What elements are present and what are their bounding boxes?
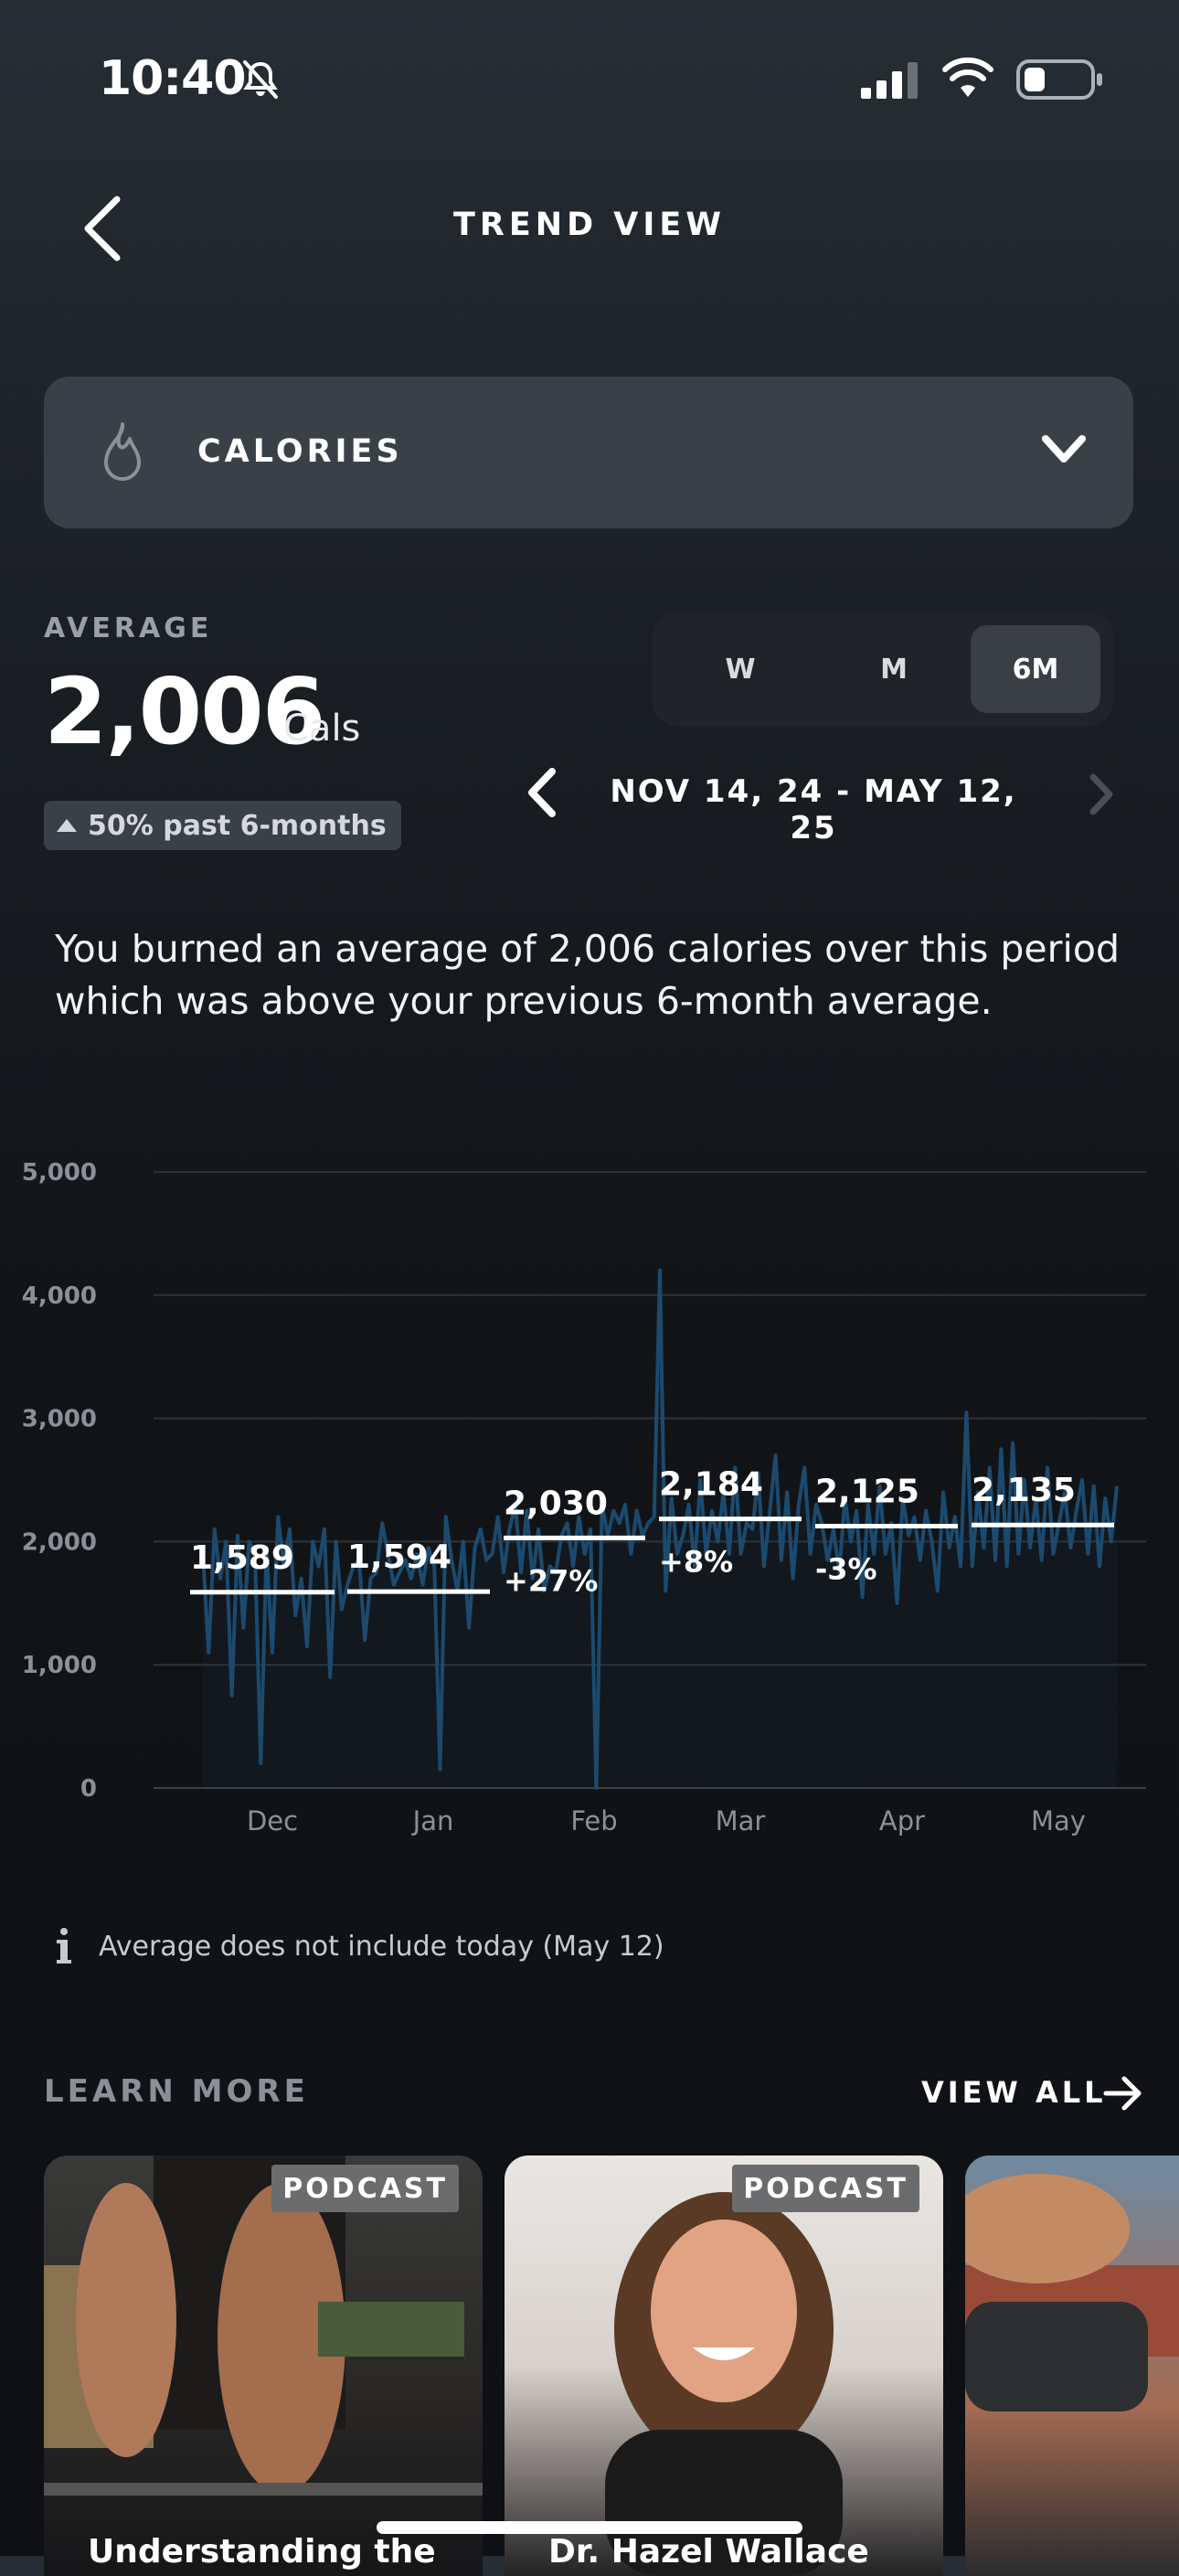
monthly-change-label: +8% — [659, 1545, 733, 1580]
x-tick-label: Feb — [570, 1805, 617, 1836]
monthly-average-label: 2,030 — [504, 1485, 608, 1522]
podcast-tag: PODCAST — [732, 2165, 919, 2212]
range-option-week[interactable]: W — [725, 653, 756, 686]
calories-trend-chart: 5,000 4,000 3,000 2,000 1,000 0 Dec Jan Feb Mar Ap… — [22, 1159, 1146, 1836]
podcast-tag: PODCAST — [271, 2165, 459, 2212]
range-selector: W M 6M — [653, 612, 1113, 726]
monthly-average-label: 2,184 — [659, 1466, 763, 1504]
monthly-average-label: 2,135 — [972, 1472, 1076, 1509]
learn-more-heading: LEARN MORE — [44, 2073, 309, 2110]
summary-text: You burned an average of 2,006 calories … — [55, 927, 1121, 1023]
home-indicator[interactable] — [377, 2521, 802, 2534]
info-icon — [57, 1928, 71, 1964]
learn-card-2[interactable]: PODCAST Dr. Hazel Wallace — [505, 2156, 943, 2576]
y-tick-label: 4,000 — [22, 1283, 97, 1310]
flame-icon — [104, 422, 141, 481]
monthly-change-label: -3% — [815, 1552, 877, 1587]
triangle-up-icon — [57, 819, 77, 832]
average-unit: Cals — [283, 708, 361, 750]
x-tick-label: Jan — [411, 1805, 454, 1836]
average-note: Average does not include today (May 12) — [99, 1931, 664, 1963]
wifi-icon — [942, 57, 993, 97]
y-tick-label: 1,000 — [22, 1652, 97, 1679]
card-title: Understanding the — [88, 2533, 436, 2571]
battery-icon — [1016, 59, 1102, 100]
metric-label: CALORIES — [197, 433, 403, 470]
x-tick-label: Mar — [716, 1805, 766, 1836]
chevron-down-icon[interactable] — [1038, 431, 1089, 468]
monthly-average-label: 1,589 — [190, 1539, 294, 1577]
monthly-average-label: 1,594 — [347, 1538, 451, 1576]
average-label: AVERAGE — [44, 612, 213, 644]
arrow-right-icon[interactable] — [1102, 2073, 1144, 2113]
x-tick-label: Dec — [247, 1805, 298, 1836]
y-tick-label: 0 — [80, 1775, 97, 1803]
back-button[interactable] — [77, 192, 132, 265]
view-all-link[interactable]: VIEW ALL — [921, 2075, 1107, 2110]
runner-photo — [965, 2174, 1179, 2411]
x-tick-label: Apr — [879, 1805, 925, 1836]
page-title: TREND VIEW — [453, 207, 726, 243]
y-tick-label: 2,000 — [22, 1528, 97, 1556]
change-badge: 50% past 6-months — [44, 801, 401, 850]
learn-card-3[interactable] — [965, 2156, 1179, 2576]
card-title: Dr. Hazel Wallace — [548, 2533, 869, 2571]
monthly-average-label: 2,125 — [815, 1474, 919, 1511]
range-option-6-months[interactable]: 6M — [971, 625, 1100, 713]
series-line — [201, 1268, 1119, 1790]
average-value: 2,006 — [44, 658, 325, 765]
status-time: 10:40 — [99, 51, 247, 106]
learn-card-1[interactable]: PODCAST Understanding the — [44, 2156, 483, 2576]
range-option-month[interactable]: M — [880, 653, 908, 686]
y-tick-label: 3,000 — [22, 1406, 97, 1433]
y-tick-label: 5,000 — [22, 1159, 97, 1187]
change-badge-text: 50% past 6-months — [88, 809, 387, 842]
next-period-button[interactable] — [1086, 772, 1117, 817]
cellular-signal-icon — [861, 62, 918, 99]
metric-dropdown[interactable] — [44, 377, 1133, 528]
workout-photo — [44, 2156, 483, 2496]
date-range: NOV 14, 24 - MAY 12, 25 — [610, 773, 1017, 846]
x-tick-label: May — [1031, 1805, 1086, 1836]
bell-muted-icon — [243, 60, 278, 99]
series-area — [203, 1270, 1117, 1788]
portrait-photo — [605, 2192, 843, 2576]
previous-period-button[interactable] — [525, 766, 561, 819]
monthly-change-label: +27% — [504, 1563, 598, 1598]
